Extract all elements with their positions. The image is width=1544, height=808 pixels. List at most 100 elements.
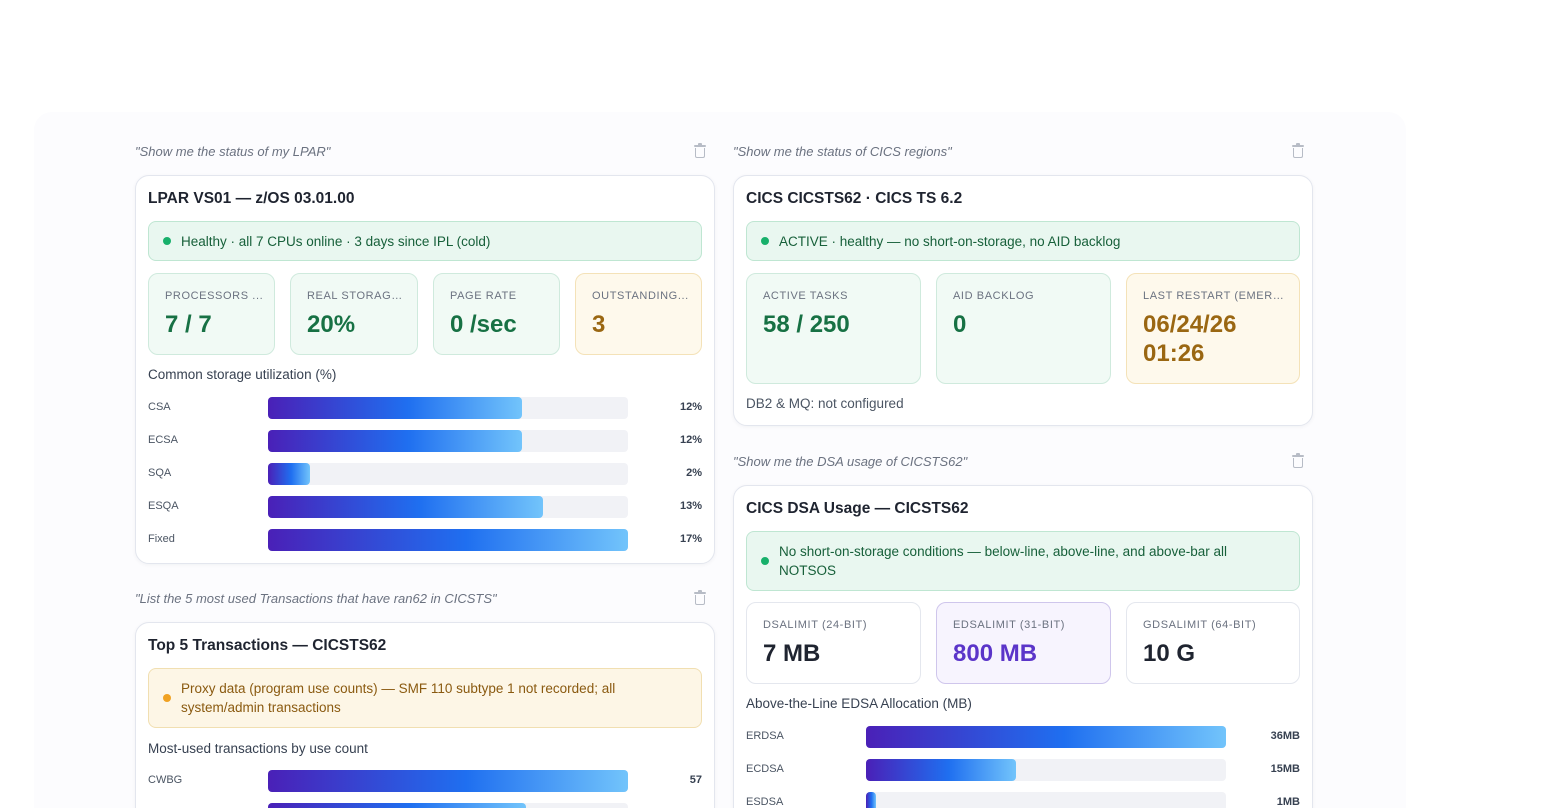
- bar-label-esdsa: ESDSA: [746, 796, 784, 808]
- bar-value-cwbg: 57: [689, 774, 702, 786]
- dsa-status-banner: No short-on-storage conditions — below-l…: [746, 531, 1300, 591]
- transactions-card: Top 5 Transactions — CICSTS62 Proxy data…: [135, 622, 715, 808]
- bar-esdsa: [866, 792, 876, 808]
- dsa-delete-trash-icon[interactable]: [1291, 453, 1305, 469]
- lpar-stat-page-rate: PAGE RATE 0 /sec: [433, 273, 560, 355]
- bar-value-csa: 12%: [679, 401, 702, 413]
- bar-value-erdsa: 36MB: [1270, 730, 1300, 742]
- transactions-chart-title: Most-used transactions by use count: [148, 741, 368, 756]
- bar-erdsa: [866, 726, 1226, 748]
- bar-label-erdsa: ERDSA: [746, 730, 784, 742]
- dsa-card: CICS DSA Usage — CICSTS62 No short-on-st…: [733, 485, 1313, 808]
- cics-delete-trash-icon[interactable]: [1291, 143, 1305, 159]
- lpar-title: LPAR VS01 — z/OS 03.01.00: [148, 190, 355, 207]
- stat-label: LAST RESTART (EMERG...: [1143, 290, 1293, 302]
- lpar-prompt-row: "Show me the status of my LPAR": [135, 141, 715, 161]
- transactions-prompt: "List the 5 most used Transactions that …: [135, 590, 497, 606]
- bar-track-erdsa: [866, 726, 1226, 748]
- bar-ecdsa: [866, 759, 1016, 781]
- stat-value: 0 /sec: [450, 311, 517, 338]
- lpar-stat-real-storage: REAL STORAGE... 20%: [290, 273, 418, 355]
- lpar-card: LPAR VS01 — z/OS 03.01.00 Healthy · all …: [135, 175, 715, 564]
- dsa-status-text: No short-on-storage conditions — below-l…: [779, 544, 1227, 578]
- lpar-chart-title: Common storage utilization (%): [148, 367, 337, 382]
- stat-value: 0: [953, 311, 967, 338]
- stat-value: 06/24/26 01:26: [1143, 311, 1237, 367]
- cics-note: DB2 & MQ: not configured: [746, 396, 904, 411]
- bar-row-ecsa: ECSA 12%: [148, 430, 702, 452]
- status-dot-icon: [761, 237, 769, 245]
- stat-label: REAL STORAGE...: [307, 290, 411, 302]
- transactions-prompt-row: "List the 5 most used Transactions that …: [135, 588, 715, 608]
- dsa-prompt-row: "Show me the DSA usage of CICSTS62": [733, 451, 1313, 471]
- cics-status-banner: ACTIVE · healthy — no short-on-storage, …: [746, 221, 1300, 261]
- bar-csa: [268, 397, 522, 419]
- stat-value: 20%: [307, 311, 356, 338]
- bar-ecsa: [268, 430, 522, 452]
- transactions-title: Top 5 Transactions — CICSTS62: [148, 637, 387, 654]
- stat-label: GDSALIMIT (64-BIT): [1143, 619, 1257, 631]
- bar-label-esqa: ESQA: [148, 500, 179, 512]
- bar-label-sqa: SQA: [148, 467, 172, 479]
- bar-row-sqa: SQA 2%: [148, 463, 702, 485]
- lpar-status-text: Healthy · all 7 CPUs online · 3 days sin…: [181, 233, 491, 249]
- bar-esqa: [268, 496, 543, 518]
- cics-stat-aid-backlog: AID BACKLOG 0: [936, 273, 1111, 384]
- dsa-stat-edsalimit: EDSALIMIT (31-BIT) 800 MB: [936, 602, 1111, 684]
- stat-value: 10 G: [1143, 640, 1196, 667]
- dsa-title: CICS DSA Usage — CICSTS62: [746, 500, 969, 517]
- stat-label: ACTIVE TASKS: [763, 290, 849, 302]
- stat-value: 800 MB: [953, 640, 1038, 667]
- dsa-chart-title: Above-the-Line EDSA Allocation (MB): [746, 696, 972, 711]
- stat-value: 7 / 7: [165, 311, 212, 338]
- bar-track-fixed: [268, 529, 628, 551]
- bar-value-sqa: 2%: [686, 467, 702, 479]
- cics-status-text: ACTIVE · healthy — no short-on-storage, …: [779, 233, 1121, 249]
- bar-value-ecdsa: 15MB: [1270, 763, 1300, 775]
- bar-value-esqa: 13%: [679, 500, 702, 512]
- dsa-prompt: "Show me the DSA usage of CICSTS62": [733, 453, 968, 469]
- stat-label: DSALIMIT (24-BIT): [763, 619, 868, 631]
- cics-title: CICS CICSTS62 · CICS TS 6.2: [746, 190, 963, 207]
- cics-stat-active-tasks: ACTIVE TASKS 58 / 250: [746, 273, 921, 384]
- bar-row-partial: [148, 803, 702, 808]
- warning-dot-icon: [163, 694, 171, 702]
- bar-row-csa: CSA 12%: [148, 397, 702, 419]
- stat-label: PROCESSORS ...: [165, 290, 264, 302]
- cics-stat-last-restart: LAST RESTART (EMERG... 06/24/26 01:26: [1126, 273, 1300, 384]
- transactions-warning-text: Proxy data (program use counts) — SMF 11…: [181, 681, 616, 715]
- dsa-stat-gdsalimit: GDSALIMIT (64-BIT) 10 G: [1126, 602, 1300, 684]
- bar-track-cwbg: [268, 770, 628, 792]
- cics-card: CICS CICSTS62 · CICS TS 6.2 ACTIVE · hea…: [733, 175, 1313, 426]
- bar-row-fixed: Fixed 17%: [148, 529, 702, 551]
- transactions-delete-trash-icon[interactable]: [693, 590, 707, 606]
- transactions-warning-banner: Proxy data (program use counts) — SMF 11…: [148, 668, 702, 728]
- bar-track-csa: [268, 397, 628, 419]
- bar-fixed: [268, 529, 628, 551]
- bar-row-ecdsa: ECDSA 15MB: [746, 759, 1300, 781]
- status-dot-icon: [163, 237, 171, 245]
- bar-value-fixed: 17%: [679, 533, 702, 545]
- bar-label-fixed: Fixed: [148, 533, 175, 545]
- bar-label-csa: CSA: [148, 401, 171, 413]
- stat-label: PAGE RATE: [450, 290, 517, 302]
- lpar-delete-trash-icon[interactable]: [693, 143, 707, 159]
- bar-value-ecsa: 12%: [679, 434, 702, 446]
- bar-row-cwbg: CWBG 57: [148, 770, 702, 792]
- bar-track-esqa: [268, 496, 628, 518]
- bar-row-esqa: ESQA 13%: [148, 496, 702, 518]
- bar-label-ecsa: ECSA: [148, 434, 178, 446]
- stat-value: 7 MB: [763, 640, 821, 667]
- bar-sqa: [268, 463, 310, 485]
- cics-prompt: "Show me the status of CICS regions": [733, 143, 952, 159]
- cics-prompt-row: "Show me the status of CICS regions": [733, 141, 1313, 161]
- bar-track-ecdsa: [866, 759, 1226, 781]
- bar-cwbg: [268, 770, 628, 792]
- bar-value-esdsa: 1MB: [1276, 796, 1300, 808]
- stat-value: 58 / 250: [763, 311, 850, 338]
- bar-label-cwbg: CWBG: [148, 774, 183, 786]
- lpar-stat-processors: PROCESSORS ... 7 / 7: [148, 273, 275, 355]
- bar-label-ecdsa: ECDSA: [746, 763, 784, 775]
- lpar-prompt: "Show me the status of my LPAR": [135, 143, 331, 159]
- bar-track-sqa: [268, 463, 628, 485]
